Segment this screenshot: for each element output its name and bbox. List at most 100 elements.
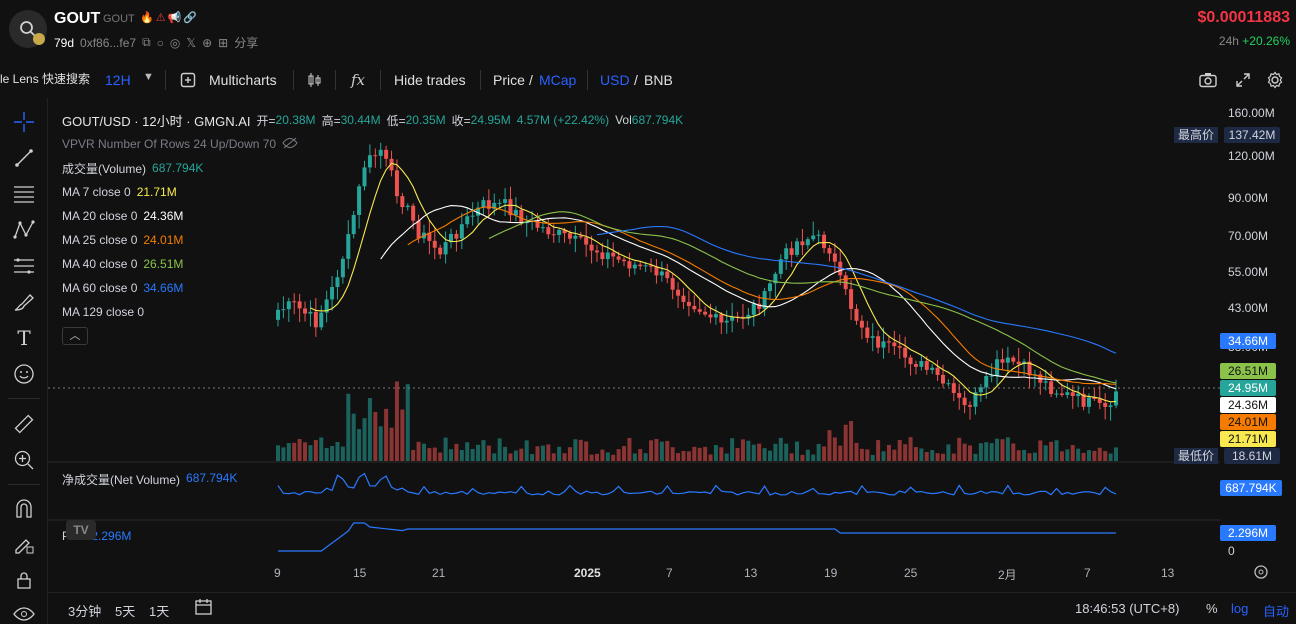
candle-body	[930, 367, 935, 370]
toolbar-divider	[335, 70, 336, 90]
candle-body	[989, 375, 994, 377]
volume-bar	[432, 447, 437, 461]
trend-line-icon[interactable]	[12, 146, 36, 170]
candle-body	[881, 341, 886, 348]
volume-bar	[519, 448, 524, 461]
chevron-up-icon[interactable]: ︿	[62, 327, 88, 345]
ma60-row[interactable]: MA 60 close 0 34.66M	[62, 276, 683, 300]
candle-body	[1011, 357, 1016, 362]
pvt-tag: 2.296M	[1220, 525, 1276, 541]
price-mode-button[interactable]: Price	[493, 72, 525, 88]
bnb-currency-button[interactable]: BNB	[644, 72, 673, 88]
ma7-row[interactable]: MA 7 close 0 21.71M	[62, 180, 683, 204]
volume-row[interactable]: 成交量(Volume) 687.794K	[62, 156, 683, 180]
volume-bar	[632, 453, 637, 461]
pattern-icon[interactable]	[12, 218, 36, 242]
edit-lock-icon[interactable]	[12, 532, 36, 556]
candle-body	[843, 275, 848, 290]
scan-icon[interactable]: ◎	[169, 35, 181, 50]
volume-bar	[865, 449, 870, 461]
volume-bar	[984, 442, 989, 461]
candle-body	[1043, 381, 1048, 383]
zoom-in-icon[interactable]	[12, 448, 36, 472]
emoji-icon[interactable]	[12, 362, 36, 386]
volume-bar	[394, 381, 399, 461]
candle-body	[730, 316, 735, 321]
candle-body	[1038, 374, 1043, 383]
x-icon[interactable]: 𝕏	[186, 35, 197, 50]
token-flag-icons: 🔥⚠📢🔗	[140, 12, 199, 24]
copy-icon[interactable]: ⧉	[142, 35, 151, 49]
indicators-icon[interactable]: fx	[350, 71, 365, 89]
crosshair-icon[interactable]	[12, 110, 36, 134]
candle-type-icon[interactable]	[303, 69, 325, 91]
mcap-mode-button[interactable]: MCap	[539, 72, 577, 88]
lock-icon[interactable]	[12, 568, 36, 592]
add-chart-icon[interactable]	[177, 69, 199, 91]
chevron-down-icon[interactable]: ▼	[143, 71, 154, 83]
candle-body	[795, 241, 800, 255]
token-address[interactable]: 0xf86...fe7	[80, 35, 137, 50]
hide-trades-button[interactable]: Hide trades	[394, 72, 466, 88]
price-axis-label: 160.00M	[1228, 106, 1275, 120]
candle-body	[773, 273, 778, 284]
globe-icon[interactable]: ⊕	[202, 35, 213, 50]
ma20-row[interactable]: MA 20 close 0 24.36M	[62, 204, 683, 228]
share-icon[interactable]: ⊞	[218, 35, 229, 50]
volume-bar	[578, 439, 583, 461]
ma60-tag: 34.66M	[1220, 333, 1276, 349]
token-name: GOUT	[54, 10, 101, 27]
horizontal-lines-icon[interactable]	[12, 182, 36, 206]
lens-search[interactable]: le Lens 快速搜索	[0, 72, 91, 86]
candle-body	[735, 316, 740, 318]
range-5d[interactable]: 5天	[115, 604, 136, 619]
eye-icon[interactable]	[12, 602, 36, 624]
magnet-icon[interactable]	[12, 496, 36, 520]
volume-bar	[1043, 445, 1048, 461]
net-volume-legend[interactable]: 净成交量(Net Volume) 687.794K	[62, 471, 237, 488]
collapse-row[interactable]: ︿	[62, 324, 683, 348]
search-small-icon[interactable]: ○	[156, 35, 164, 50]
log-toggle[interactable]: log	[1231, 601, 1249, 616]
volume-bar	[659, 441, 664, 461]
percent-toggle[interactable]: %	[1206, 601, 1218, 616]
text-tool-icon[interactable]: T	[17, 326, 31, 350]
volume-name: 成交量(Volume)	[62, 161, 147, 176]
vpvr-row[interactable]: VPVR Number Of Rows 24 Up/Down 70	[62, 132, 683, 156]
share-label[interactable]: 分享	[234, 36, 259, 50]
brush-icon[interactable]	[12, 290, 36, 314]
volume-bar	[870, 454, 875, 461]
eye-hidden-icon[interactable]	[282, 137, 298, 152]
date-range-icon[interactable]	[194, 598, 214, 619]
candle-body	[724, 320, 729, 323]
ma129-row[interactable]: MA 129 close 0	[62, 300, 683, 324]
settings-gear-icon[interactable]	[1264, 69, 1286, 91]
fib-icon[interactable]	[12, 254, 36, 278]
volume-bar	[767, 450, 772, 461]
ma25-row[interactable]: MA 25 close 0 24.01M	[62, 228, 683, 252]
candle-body	[740, 316, 745, 319]
candle-body	[1022, 361, 1027, 365]
axis-settings-icon[interactable]	[1252, 563, 1270, 581]
auto-toggle[interactable]: 自动	[1263, 604, 1290, 619]
volume-bar	[692, 446, 697, 461]
volume-bar	[367, 398, 372, 461]
range-3min[interactable]: 3分钟	[68, 604, 102, 619]
range-1d[interactable]: 1天	[149, 604, 170, 619]
toolbar-divider	[587, 70, 588, 90]
ma40-row[interactable]: MA 40 close 0 26.51M	[62, 252, 683, 276]
camera-icon[interactable]	[1197, 69, 1219, 91]
interval-select[interactable]: 12H	[105, 72, 131, 88]
tradingview-logo[interactable]: TV	[66, 520, 96, 540]
ohlc-row: GOUT/USD · 12小时 · GMGN.AI 开= 20.38M 高= 30.…	[62, 108, 683, 132]
clock-display[interactable]: 18:46:53 (UTC+8)	[1075, 601, 1180, 616]
net-volume-name: 净成交量(Net Volume)	[62, 473, 181, 487]
candle-body	[870, 336, 875, 338]
multicharts-button[interactable]: Multicharts	[209, 72, 277, 88]
candle-body	[1103, 402, 1108, 407]
volume-bar	[740, 439, 745, 461]
fullscreen-icon[interactable]	[1232, 69, 1254, 91]
ruler-icon[interactable]	[12, 412, 36, 436]
usd-currency-button[interactable]: USD	[600, 72, 630, 88]
volume-bar	[594, 453, 599, 461]
